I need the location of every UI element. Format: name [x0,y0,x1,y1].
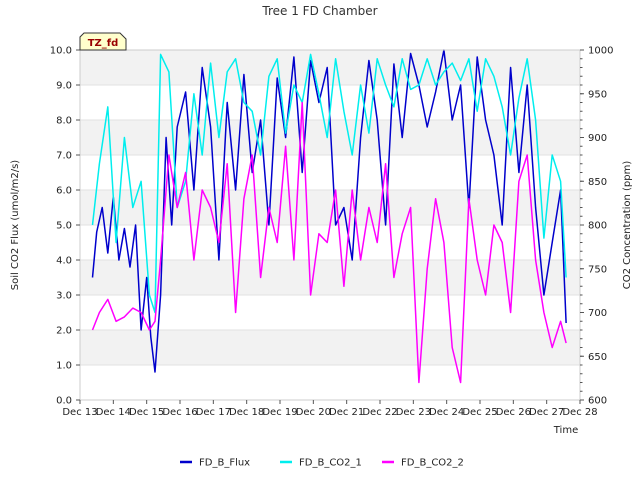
timezone-badge: TZ_fd [79,32,127,51]
legend-label: FD_B_Flux [199,458,250,469]
timezone-badge-label: TZ_fd [88,38,119,49]
series-line-fd-b-co2-1 [91,53,567,314]
y-axis-right: 600 650 700 750 800 850 900 950 1000 [580,46,613,407]
chart-title: Tree 1 FD Chamber [261,4,377,18]
timezone-badge-shape [79,32,127,51]
y-axis-title-right: CO2 Concentration (ppm) [622,161,633,290]
y2-tick-label: 650 [588,352,607,363]
legend-label: FD_B_CO2_2 [401,458,464,469]
y2-tick-label: 600 [588,396,607,407]
x-tick-label: Dec 27 [529,407,564,418]
x-tick-label: Dec 28 [562,407,597,418]
y-tick-label: 4.0 [56,256,72,267]
y2-tick-label: 700 [588,308,607,319]
y-tick-label: 5.0 [56,221,72,232]
x-axis-title: Time [553,425,578,436]
y-tick-label: 0.0 [56,396,72,407]
x-tick-label: Dec 13 [62,407,97,418]
x-tick-label: Dec 17 [196,407,231,418]
grid-band [80,260,580,295]
grid-bands [80,50,580,365]
x-tick-label: Dec 14 [96,407,131,418]
x-tick-label: Dec 26 [496,407,531,418]
x-tick-label: Dec 21 [329,407,364,418]
y-axis-title-left: Soil CO2 Flux (umol/m2/s) [10,160,21,290]
y2-tick-label: 1000 [588,46,613,57]
y-tick-label: 7.0 [56,151,72,162]
x-tick-label: Dec 24 [429,407,464,418]
y-tick-label: 9.0 [56,81,72,92]
y2-tick-label: 950 [588,89,607,100]
y2-tick-label: 800 [588,221,607,232]
grid-band [80,190,580,225]
grid-band [80,50,580,85]
y-tick-label: 3.0 [56,291,72,302]
x-tick-label: Dec 16 [162,407,197,418]
x-tick-label: Dec 23 [396,407,431,418]
x-tick-label: Dec 19 [262,407,297,418]
y-axis-left: 0.0 1.0 2.0 3.0 4.0 5.0 6.0 7.0 8.0 9.0 10.0 [50,46,80,407]
y-tick-label: 10.0 [50,46,72,57]
x-tick-label: Dec 22 [362,407,397,418]
legend: FD_B_Flux FD_B_CO2_1 FD_B_CO2_2 [180,458,464,469]
x-tick-label: Dec 15 [129,407,164,418]
series-layer [91,49,567,384]
series-line-fd-b-co2-2 [91,101,567,384]
y2-tick-label: 900 [588,133,607,144]
y2-tick-label: 750 [588,264,607,275]
x-tick-label: Dec 25 [462,407,497,418]
grid-band [80,330,580,365]
y-tick-label: 2.0 [56,326,72,337]
y-tick-label: 6.0 [56,186,72,197]
y-tick-label: 8.0 [56,116,72,127]
x-tick-label: Dec 20 [296,407,331,418]
y-tick-label: 1.0 [56,361,72,372]
legend-label: FD_B_CO2_1 [299,458,362,469]
x-tick-label: Dec 18 [229,407,264,418]
y2-tick-label: 850 [588,177,607,188]
